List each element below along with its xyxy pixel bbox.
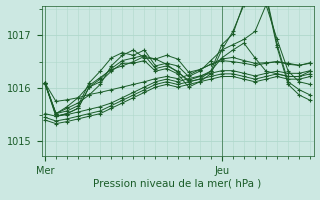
X-axis label: Pression niveau de la mer( hPa ): Pression niveau de la mer( hPa ) [93, 179, 262, 188]
